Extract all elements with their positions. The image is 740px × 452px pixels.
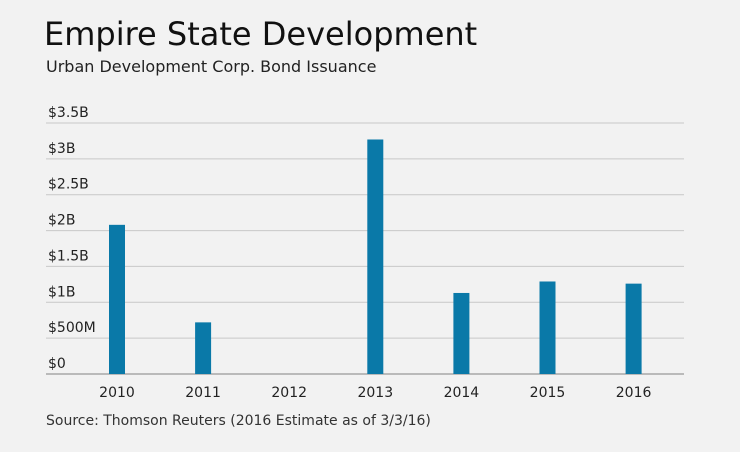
y-tick-label: $1B (48, 284, 75, 300)
y-tick-label: $500M (48, 320, 96, 336)
y-tick-label: $3B (48, 141, 75, 157)
source-note: Source: Thomson Reuters (2016 Estimate a… (46, 413, 431, 429)
x-tick-label: 2014 (444, 385, 480, 401)
bar-2015 (539, 281, 556, 374)
chart-subtitle: Urban Development Corp. Bond Issuance (46, 57, 377, 76)
bar-2011 (195, 322, 212, 374)
x-tick-label: 2013 (357, 385, 393, 401)
y-tick-label: $0 (48, 356, 66, 372)
x-tick-label: 2010 (99, 385, 135, 401)
bar-2016 (625, 283, 642, 374)
chart-title: Empire State Development (44, 15, 478, 53)
bar-2010 (109, 224, 125, 374)
y-tick-label: $2.5B (48, 177, 89, 193)
x-tick-label: 2016 (616, 385, 652, 401)
y-tick-label: $3.5B (48, 105, 89, 121)
x-tick-label: 2012 (271, 385, 307, 401)
y-tick-label: $1.5B (48, 248, 89, 264)
bar-2013 (367, 139, 384, 374)
x-tick-label: 2011 (185, 385, 221, 401)
x-tick-label: 2015 (530, 385, 566, 401)
bar-2014 (453, 292, 470, 374)
y-tick-label: $2B (48, 213, 75, 229)
